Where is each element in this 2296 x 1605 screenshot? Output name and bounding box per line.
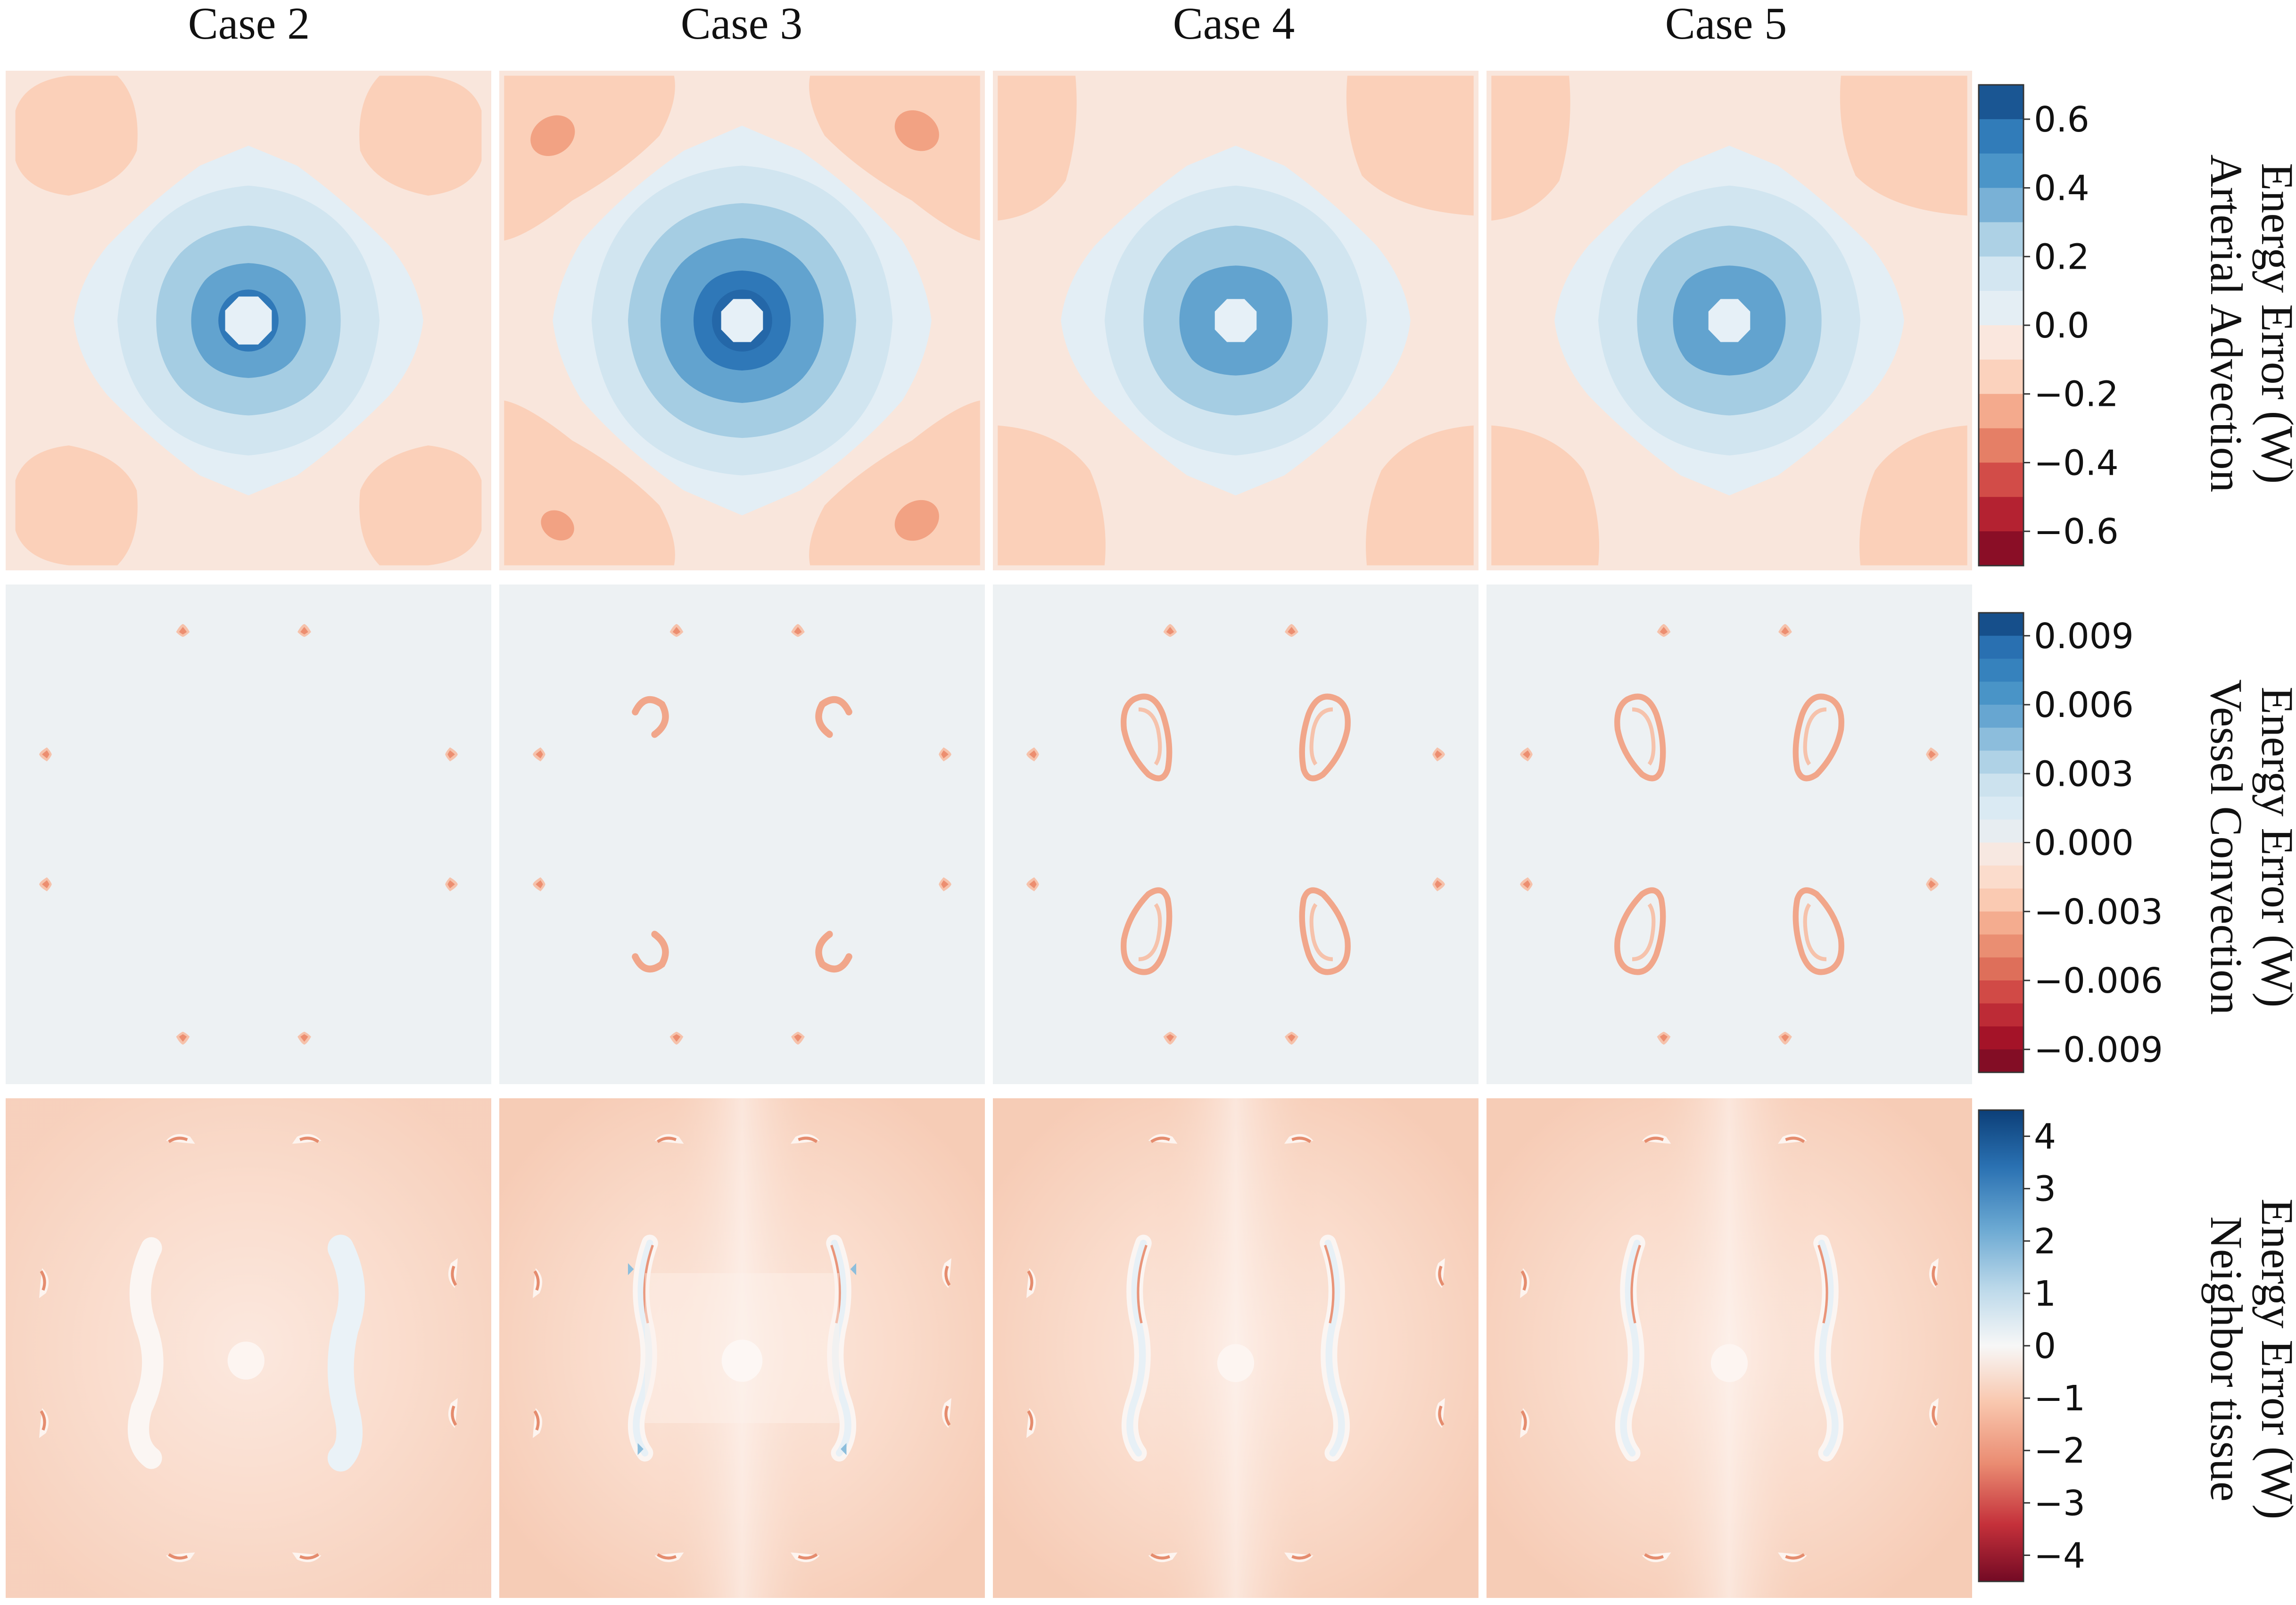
panel-vessel-case-4 <box>993 584 1478 1084</box>
colorbar-tick-label: 2 <box>2034 1221 2056 1262</box>
colorbar-segment <box>1979 934 2023 958</box>
panel-tissue-case-3 <box>499 1098 985 1598</box>
colorbar-segment <box>1979 497 2023 532</box>
colorbar-segment <box>1979 1026 2023 1050</box>
colorbar-segment <box>1979 394 2023 429</box>
colorbar-segment <box>1979 658 2023 682</box>
colorbar-tick-label: −1 <box>2034 1378 2085 1419</box>
colorbar-tick-label: −0.006 <box>2034 961 2163 1001</box>
colorbar-segment <box>1979 750 2023 774</box>
colorbar-segment <box>1979 727 2023 751</box>
colorbar-label-vessel-line-2: Energy Error (W) <box>2252 687 2296 1008</box>
colorbar-segment <box>1979 291 2023 326</box>
colorbar-tick-label: −4 <box>2034 1535 2085 1576</box>
panel-vessel-case-2 <box>6 584 491 1084</box>
colorbar-tick-label: 0.000 <box>2034 823 2134 864</box>
column-title-case-3: Case 3 <box>681 0 803 49</box>
colorbar-segment <box>1979 797 2023 820</box>
colorbar-segment <box>1979 428 2023 463</box>
colorbar-segment <box>1979 705 2023 728</box>
colorbar-segment <box>1979 635 2023 659</box>
panel-vessel-case-5 <box>1487 584 1972 1084</box>
colorbar-tick-label: −0.6 <box>2034 511 2119 552</box>
column-title-case-2: Case 2 <box>188 0 310 49</box>
panel-tissue-case-5 <box>1487 1098 1972 1598</box>
colorbar-tick-label: 4 <box>2034 1117 2056 1157</box>
panel-arterial-case-4 <box>993 71 1478 570</box>
arterial-advection-row <box>6 71 1972 570</box>
panel-arterial-case-3 <box>499 71 985 570</box>
colorbar-tick-label: 0.6 <box>2034 99 2090 140</box>
colorbar-label-tissue-line-1: Neighbor tissue <box>2201 1216 2252 1501</box>
colorbar-segment <box>1979 911 2023 935</box>
colorbar-tick-label: −2 <box>2034 1431 2085 1471</box>
colorbar-label-vessel-line-1: Vessel Convection <box>2201 679 2252 1015</box>
colorbar-label-tissue: Neighbor tissue Energy Error (W) <box>2201 1199 2296 1520</box>
colorbar-segment <box>1979 774 2023 797</box>
colorbar-segment <box>1979 359 2023 395</box>
colorbar-tick-label: 1 <box>2034 1274 2056 1314</box>
colorbar-segment <box>1979 188 2023 222</box>
colorbar-gradient <box>1979 1110 2023 1581</box>
colorbar-label-tissue-line-2: Energy Error (W) <box>2252 1199 2296 1520</box>
colorbar-segment <box>1979 119 2023 154</box>
colorbar-segment <box>1979 819 2023 843</box>
colorbar-tick-label: 0.006 <box>2034 685 2134 725</box>
colorbar-tick-label: 0.009 <box>2034 616 2134 657</box>
panel-tissue-case-2 <box>6 1098 491 1598</box>
colorbar-segment <box>1979 531 2023 566</box>
colorbar-tick-label: 3 <box>2034 1169 2056 1210</box>
panel-arterial-case-5 <box>1487 71 1972 570</box>
colorbar-vessel-convection: 0.009 0.006 0.003 0.000 −0.003 −0.006 −0.009 <box>1978 612 2163 1073</box>
colorbar-tick-label: 0.2 <box>2034 237 2090 277</box>
colorbar-arterial-advection: 0.6 0.4 0.2 0.0 −0.2 −0.4 −0.6 <box>1978 84 2119 567</box>
colorbar-tick-label: −0.003 <box>2034 892 2163 932</box>
colorbar-neighbor-tissue: 4 3 2 1 0 −1 −2 −3 −4 <box>1978 1109 2085 1582</box>
colorbar-label-arterial: Arterial Advection Energy Error (W) <box>2201 154 2296 492</box>
neighbor-tissue-row <box>6 1098 1972 1598</box>
colorbar-segment <box>1979 153 2023 189</box>
colorbar-tick-label: 0 <box>2034 1326 2056 1366</box>
colorbar-segment <box>1979 1049 2023 1073</box>
colorbar-segment <box>1979 325 2023 360</box>
colorbar-segment <box>1979 865 2023 889</box>
colorbar-segment <box>1979 85 2023 120</box>
colorbar-segment <box>1979 462 2023 497</box>
colorbar-tick-label: −0.2 <box>2034 374 2119 415</box>
panel-tissue-case-4 <box>993 1098 1478 1598</box>
column-title-case-4: Case 4 <box>1173 0 1295 49</box>
colorbar-segment <box>1979 980 2023 1004</box>
vessel-convection-row <box>6 584 1972 1084</box>
colorbar-segment <box>1979 682 2023 705</box>
colorbar-label-arterial-line-1: Arterial Advection <box>2201 154 2252 492</box>
colorbar-tick-label: −3 <box>2034 1483 2085 1523</box>
panel-arterial-case-2 <box>6 71 491 570</box>
colorbar-segment <box>1979 222 2023 257</box>
colorbar-tick-label: 0.003 <box>2034 754 2134 794</box>
colorbar-label-arterial-line-2: Energy Error (W) <box>2252 163 2296 484</box>
colorbar-label-vessel: Vessel Convection Energy Error (W) <box>2201 679 2296 1015</box>
colorbar-tick-label: 0.0 <box>2034 305 2090 346</box>
colorbar-segment <box>1979 889 2023 912</box>
colorbar-segment <box>1979 957 2023 981</box>
colorbar-segment <box>1979 1003 2023 1027</box>
panel-vessel-case-3 <box>499 584 985 1084</box>
colorbar-tick-label: −0.009 <box>2034 1029 2163 1070</box>
colorbar-segment <box>1979 256 2023 291</box>
colorbar-segment <box>1979 842 2023 866</box>
colorbar-tick-label: −0.4 <box>2034 443 2119 483</box>
column-title-case-5: Case 5 <box>1665 0 1787 49</box>
colorbar-tick-label: 0.4 <box>2034 168 2090 209</box>
colorbar-segment <box>1979 613 2023 636</box>
